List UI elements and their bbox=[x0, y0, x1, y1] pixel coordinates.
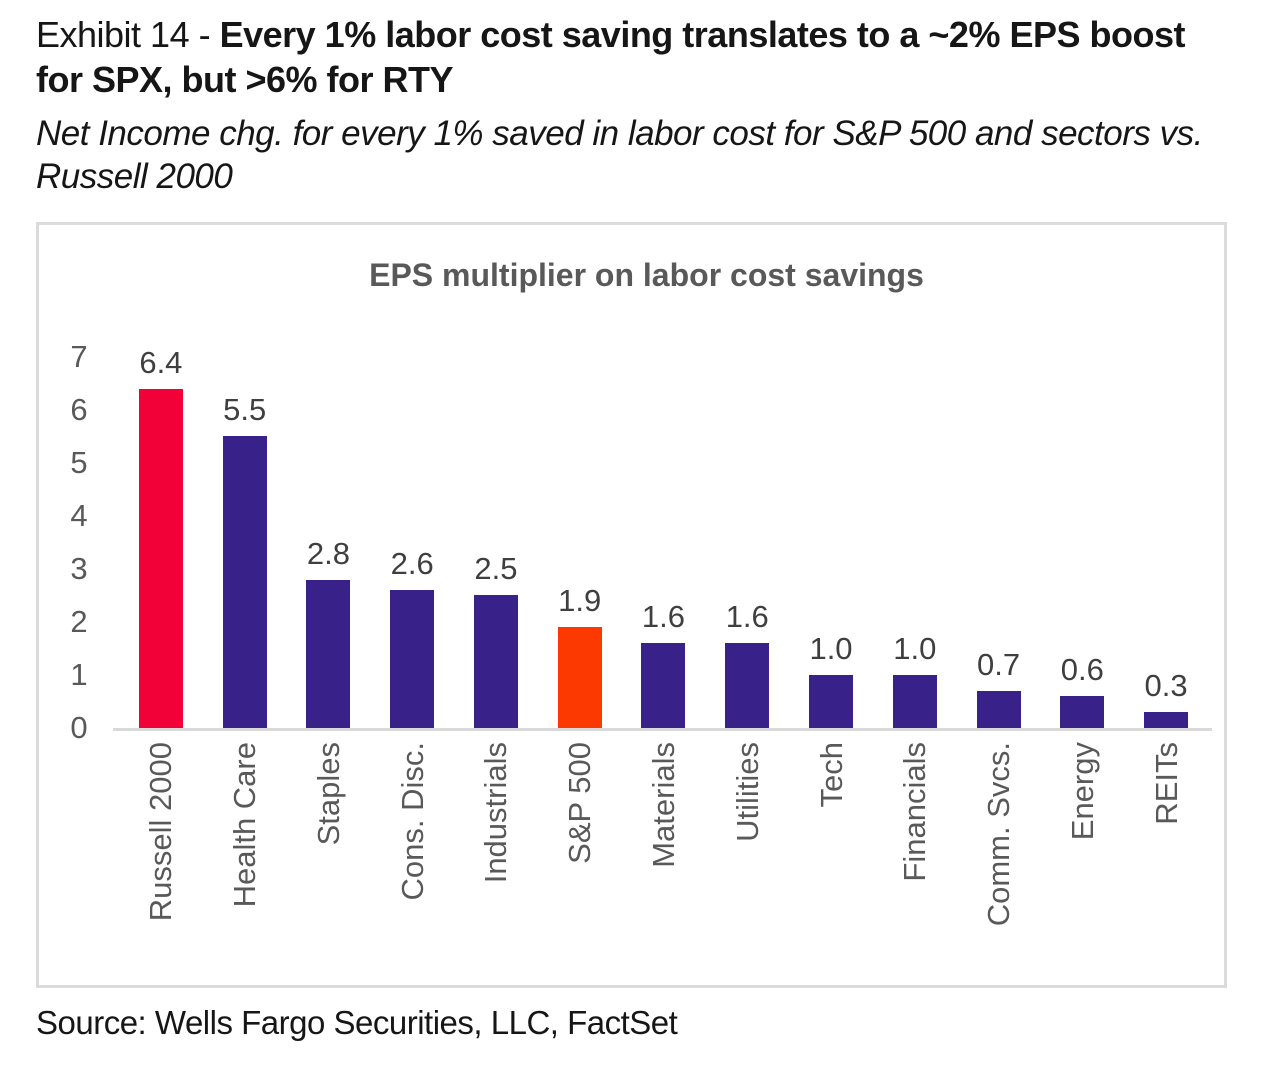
category-label-cons-disc: Cons. Disc. bbox=[394, 742, 430, 901]
bar-industrials bbox=[473, 595, 518, 728]
bar-reits bbox=[1144, 712, 1189, 728]
bar-column-financials: 1.0 bbox=[873, 298, 957, 728]
category-label-comm-svcs: Comm. Svcs. bbox=[981, 742, 1017, 927]
bar-tech bbox=[809, 675, 853, 728]
category-cell: Industrials bbox=[454, 742, 538, 984]
chart-title: EPS multiplier on labor cost savings bbox=[369, 257, 924, 293]
y-axis-tick-4: 4 bbox=[70, 498, 88, 533]
bar-value-label: 1.0 bbox=[893, 631, 937, 666]
category-cell: Cons. Disc. bbox=[370, 742, 454, 984]
category-cell: Comm. Svcs. bbox=[957, 742, 1041, 984]
category-cell: Energy bbox=[1040, 742, 1124, 984]
bar-energy bbox=[1060, 696, 1105, 728]
bar-value-label: 0.6 bbox=[1060, 652, 1104, 687]
category-label-energy: Energy bbox=[1064, 742, 1100, 841]
category-cell: Russell 2000 bbox=[119, 742, 203, 984]
bar-value-label: 2.6 bbox=[390, 546, 434, 581]
bar-column-utilities: 1.6 bbox=[705, 298, 789, 728]
bar-column-staples: 2.8 bbox=[287, 298, 371, 728]
bar-column-tech: 1.0 bbox=[789, 298, 873, 728]
y-axis-tick-2: 2 bbox=[70, 604, 88, 639]
bar-column-comm-svcs: 0.7 bbox=[957, 298, 1041, 728]
bar-russell-2000 bbox=[138, 389, 183, 728]
category-label-health-care: Health Care bbox=[227, 742, 263, 908]
bar-comm-svcs bbox=[976, 691, 1021, 728]
bar-financials bbox=[892, 675, 937, 728]
y-axis: 7 6 5 4 3 2 1 0 bbox=[39, 225, 119, 985]
category-label-staples: Staples bbox=[310, 742, 346, 846]
bar-materials bbox=[641, 643, 686, 728]
chart-panel: EPS multiplier on labor cost savings 7 6 5… bbox=[36, 222, 1227, 988]
bar-value-label: 6.4 bbox=[139, 345, 183, 380]
y-axis-tick-7: 7 bbox=[70, 339, 88, 374]
bar-value-label: 1.6 bbox=[725, 599, 769, 634]
bar-cons-disc bbox=[390, 590, 435, 728]
category-cell: Staples bbox=[287, 742, 371, 984]
category-cell: S&P 500 bbox=[538, 742, 622, 984]
y-axis-tick-6: 6 bbox=[70, 392, 88, 427]
bar-utilities bbox=[725, 643, 770, 728]
bar-value-label: 2.5 bbox=[474, 551, 518, 586]
category-label-utilities: Utilities bbox=[729, 742, 765, 842]
y-axis-tick-5: 5 bbox=[70, 445, 88, 480]
category-label-industrials: Industrials bbox=[478, 742, 514, 884]
y-axis-tick-3: 3 bbox=[70, 551, 88, 586]
bar-column-reits: 0.3 bbox=[1124, 298, 1208, 728]
bar-value-label: 2.8 bbox=[306, 536, 350, 571]
category-cell: Utilities bbox=[705, 742, 789, 984]
bar-value-label: 1.0 bbox=[809, 631, 853, 666]
exhibit-title-text: Every 1% labor cost saving translates to… bbox=[36, 14, 1185, 101]
category-label-russell-2000: Russell 2000 bbox=[143, 742, 179, 922]
bar-value-label: 1.6 bbox=[641, 599, 686, 634]
bar-column-health-care: 5.5 bbox=[203, 298, 287, 728]
exhibit-title: Exhibit 14 - Every 1% labor cost saving … bbox=[36, 12, 1221, 103]
bars-row: 6.4 5.5 2.8 2.6 2.5 1.9 1.6 1.6 1.0 1.0 0.7 0.6 0.3 bbox=[119, 298, 1208, 728]
bar-s-p-500 bbox=[557, 627, 602, 728]
bar-column-industrials: 2.5 bbox=[454, 298, 538, 728]
category-axis: Russell 2000 Health Care Staples Cons. Disc… bbox=[119, 742, 1208, 984]
category-label-tech: Tech bbox=[813, 742, 849, 808]
category-label-s-p-500: S&P 500 bbox=[562, 742, 598, 864]
exhibit-subtitle: Net Income chg. for every 1% saved in la… bbox=[36, 113, 1203, 197]
exhibit-number: Exhibit 14 - bbox=[36, 14, 220, 55]
category-label-financials: Financials bbox=[897, 742, 933, 882]
source-note: Source: Wells Fargo Securities, LLC, Fac… bbox=[36, 1004, 678, 1041]
bar-value-label: 0.7 bbox=[976, 647, 1021, 682]
bar-column-russell-2000: 6.4 bbox=[119, 298, 203, 728]
category-cell: Tech bbox=[789, 742, 873, 984]
bar-value-label: 5.5 bbox=[223, 392, 267, 427]
y-axis-tick-0: 0 bbox=[70, 710, 88, 745]
category-cell: Materials bbox=[622, 742, 706, 984]
bar-value-label: 1.9 bbox=[558, 583, 602, 618]
bar-value-label: 0.3 bbox=[1144, 668, 1188, 703]
category-label-materials: Materials bbox=[645, 742, 681, 868]
category-cell: REITs bbox=[1124, 742, 1208, 984]
bar-staples bbox=[306, 580, 351, 728]
bar-column-s-p-500: 1.9 bbox=[538, 298, 622, 728]
y-axis-tick-1: 1 bbox=[70, 657, 88, 692]
bar-column-cons-disc: 2.6 bbox=[370, 298, 454, 728]
bar-column-energy: 0.6 bbox=[1040, 298, 1124, 728]
exhibit-header: Exhibit 14 - Every 1% labor cost saving … bbox=[36, 12, 1221, 199]
bar-health-care bbox=[222, 436, 267, 728]
x-axis-baseline bbox=[113, 728, 1212, 731]
category-cell: Health Care bbox=[203, 742, 287, 984]
bar-column-materials: 1.6 bbox=[622, 298, 706, 728]
category-cell: Financials bbox=[873, 742, 957, 984]
category-label-reits: REITs bbox=[1148, 742, 1184, 825]
